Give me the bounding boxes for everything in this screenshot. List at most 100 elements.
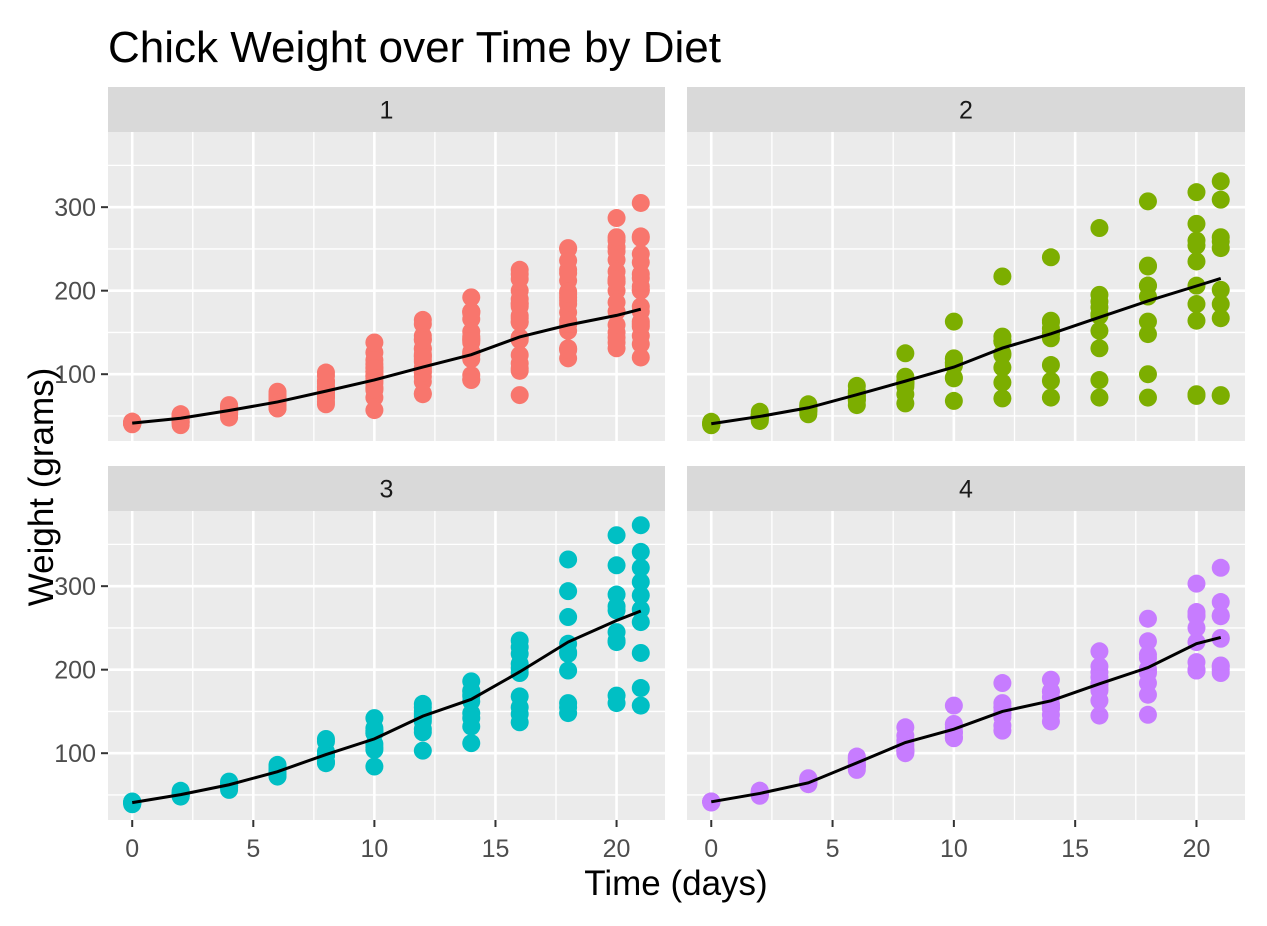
data-point [510, 638, 529, 657]
data-point [462, 370, 481, 389]
data-point [1211, 172, 1230, 191]
mean-trend-line [711, 635, 1222, 804]
data-point [559, 704, 578, 723]
panel-background [687, 132, 1245, 441]
data-point [1041, 388, 1060, 407]
data-point [896, 344, 915, 363]
data-point [993, 674, 1012, 693]
data-point [462, 327, 481, 346]
data-point [1211, 656, 1230, 675]
panel-diet-1: 1 100 200 300 [54, 87, 665, 441]
data-point [1041, 248, 1060, 267]
data-point [559, 264, 578, 283]
data-point [1090, 691, 1109, 710]
data-point [1138, 685, 1157, 704]
data-point [1138, 365, 1157, 384]
data-point [1187, 574, 1206, 593]
data-point [462, 685, 481, 704]
data-point [1211, 558, 1230, 577]
x-tick-label: 0 [125, 835, 139, 863]
data-point [413, 347, 432, 366]
data-point [365, 401, 384, 420]
data-point [1041, 311, 1060, 330]
data-point [1090, 219, 1109, 238]
x-tick-label: 20 [1183, 835, 1211, 863]
data-point [1138, 388, 1157, 407]
data-point [559, 661, 578, 680]
data-point [607, 315, 626, 334]
data-point [631, 264, 650, 283]
data-point [702, 416, 721, 435]
data-point [220, 397, 239, 416]
facet-strip [687, 466, 1245, 511]
data-point [1211, 280, 1230, 299]
data-point [631, 572, 650, 591]
data-point [1090, 339, 1109, 358]
y-axis-title: Weight (grams) [22, 368, 61, 607]
data-point [631, 193, 650, 212]
data-point [1138, 632, 1157, 651]
data-point [413, 384, 432, 403]
data-point [559, 582, 578, 601]
data-point [510, 713, 529, 732]
data-point [462, 734, 481, 753]
data-point [365, 369, 384, 388]
data-point [1041, 356, 1060, 375]
data-point [607, 526, 626, 545]
chart-title: Chick Weight over Time by Diet [108, 23, 721, 72]
data-point [607, 556, 626, 575]
data-point [993, 358, 1012, 377]
data-point [462, 717, 481, 736]
data-point [1211, 295, 1230, 314]
data-point [316, 729, 335, 748]
data-point [413, 723, 432, 742]
data-point [1138, 192, 1157, 211]
data-point [631, 643, 650, 662]
data-point [631, 229, 650, 248]
data-point [413, 330, 432, 349]
mean-trend-line [131, 609, 642, 805]
mean-trend-line [132, 307, 642, 425]
data-point [1187, 653, 1206, 672]
data-point [944, 391, 963, 410]
data-point [607, 269, 626, 288]
data-point [607, 601, 626, 620]
facet-strip-label: 1 [380, 97, 394, 125]
data-point [510, 687, 529, 706]
data-point [1090, 371, 1109, 390]
facet-strip-label: 4 [959, 476, 973, 504]
data-point [1090, 388, 1109, 407]
data-point [896, 385, 915, 404]
data-point [1187, 295, 1206, 314]
data-point [1090, 706, 1109, 725]
data-point [944, 696, 963, 715]
data-point [559, 550, 578, 569]
panel-diet-3: 3 100 200 300 0 5 10 15 20 [54, 466, 665, 863]
data-point [1187, 618, 1206, 637]
data-point [123, 414, 142, 433]
facet-strip-label: 3 [380, 476, 394, 504]
data-point [607, 686, 626, 705]
data-point [607, 633, 626, 652]
data-point [365, 757, 384, 776]
data-point [413, 694, 432, 713]
data-point [1090, 642, 1109, 661]
facet-strip [108, 87, 665, 132]
data-point [510, 260, 529, 279]
data-point [510, 345, 529, 364]
data-point [1187, 311, 1206, 330]
data-point [1211, 386, 1230, 405]
data-point [631, 516, 650, 535]
data-point [1138, 648, 1157, 667]
data-point [631, 696, 650, 715]
data-point [1041, 371, 1060, 390]
data-point [559, 285, 578, 304]
data-point [1211, 232, 1230, 251]
data-point [1211, 309, 1230, 328]
data-point [1187, 183, 1206, 202]
data-point [631, 679, 650, 698]
data-point [993, 373, 1012, 392]
data-point [607, 293, 626, 312]
